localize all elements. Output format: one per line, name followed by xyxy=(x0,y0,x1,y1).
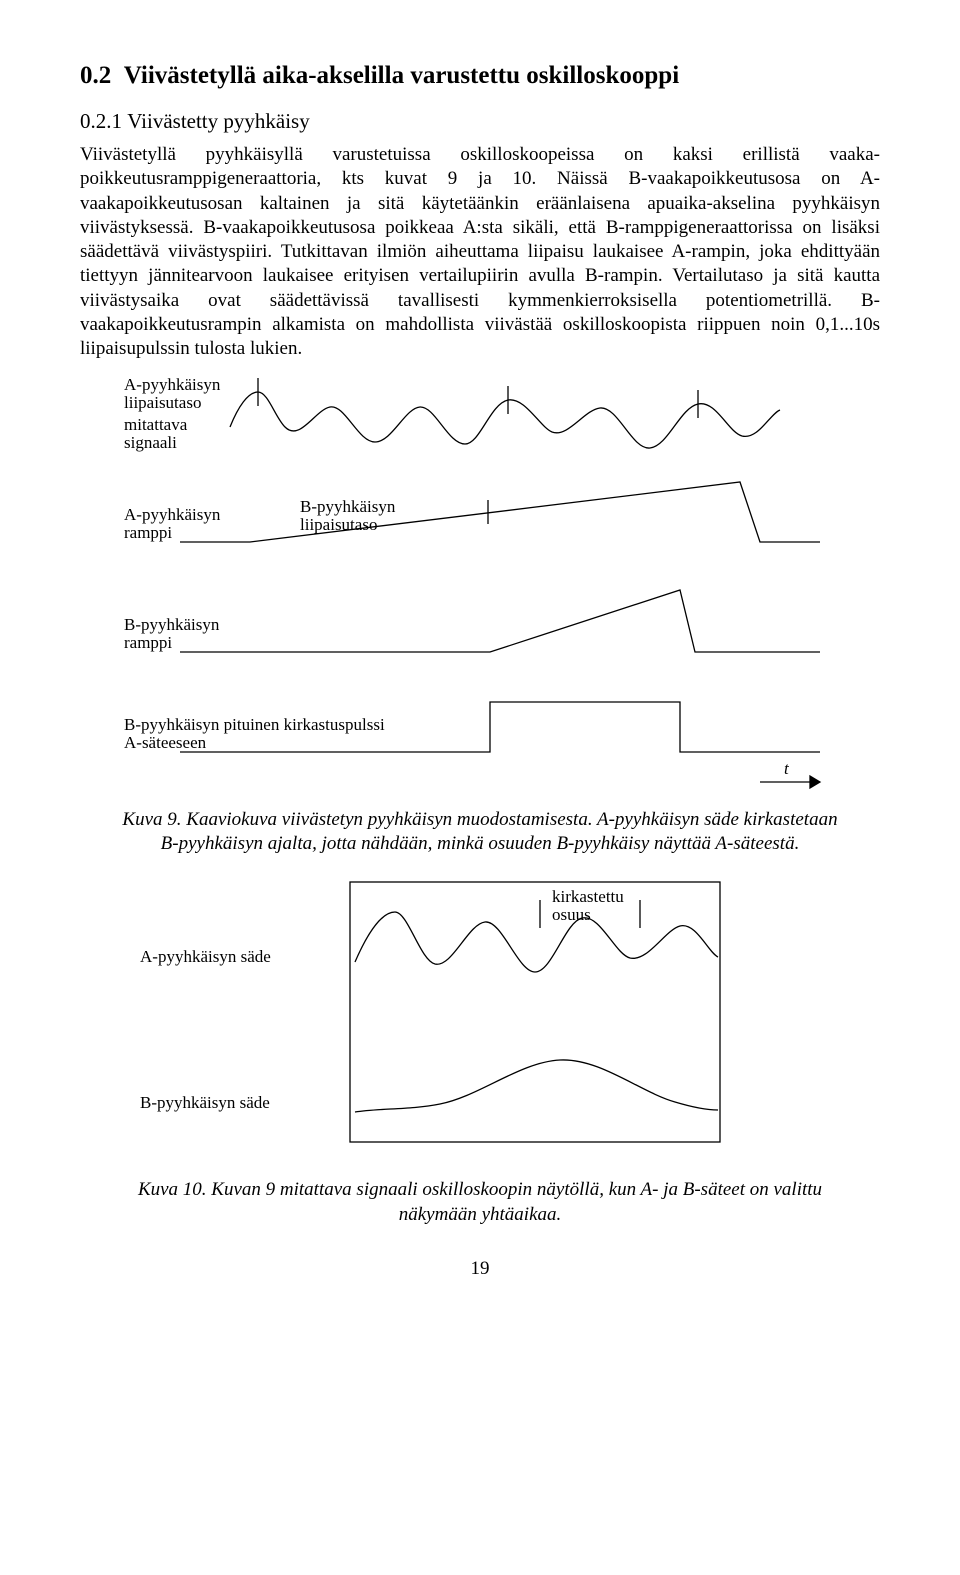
figure-10-diagram: A-pyyhkäisyn säde B-pyyhkäisyn säde kirk… xyxy=(120,872,860,1172)
label-a-trigger-level-1: A-pyyhkäisyn xyxy=(124,375,221,394)
figure-9-caption: Kuva 9. Kaaviokuva viivästetyn pyyhkäisy… xyxy=(120,808,840,857)
subsection-heading: 0.2.1 Viivästetty pyyhkäisy xyxy=(80,108,880,135)
subsection-number: 0.2.1 xyxy=(80,109,122,133)
label-bright-pulse-1: B-pyyhkäisyn pituinen kirkastuspulssi xyxy=(124,715,385,734)
label-b-trigger-level-2: liipaisutaso xyxy=(300,515,377,534)
label-b-trigger-level-1: B-pyyhkäisyn xyxy=(300,497,396,516)
label-measured-signal-2: signaali xyxy=(124,433,177,452)
label-bright-part-1: kirkastettu xyxy=(552,887,624,906)
section-number: 0.2 xyxy=(80,62,111,89)
section-heading: 0.2 Viivästetyllä aika-akselilla varuste… xyxy=(80,60,880,92)
label-a-beam: A-pyyhkäisyn säde xyxy=(140,947,271,966)
figure-10-caption: Kuva 10. Kuvan 9 mitattava signaali oski… xyxy=(120,1178,840,1227)
label-measured-signal-1: mitattava xyxy=(124,415,188,434)
label-bright-pulse-2: A-säteeseen xyxy=(124,733,207,752)
subsection-title: Viivästetty pyyhkäisy xyxy=(127,109,309,133)
figure-10: A-pyyhkäisyn säde B-pyyhkäisyn säde kirk… xyxy=(120,872,880,1172)
label-bright-part-2: osuus xyxy=(552,905,591,924)
label-time-axis: t xyxy=(784,759,790,778)
label-b-ramp-2: ramppi xyxy=(124,633,172,652)
label-b-ramp-1: B-pyyhkäisyn xyxy=(124,615,220,634)
label-a-ramp-1: A-pyyhkäisyn xyxy=(124,505,221,524)
label-a-ramp-2: ramppi xyxy=(124,523,172,542)
label-a-trigger-level-2: liipaisutaso xyxy=(124,393,201,412)
page-number: 19 xyxy=(80,1257,880,1281)
body-paragraph: Viivästetyllä pyyhkäisyllä varustetuissa… xyxy=(80,143,880,362)
label-b-beam: B-pyyhkäisyn säde xyxy=(140,1093,270,1112)
figure-9-diagram: A-pyyhkäisyn liipaisutaso mitattava sign… xyxy=(120,372,860,802)
figure-9: A-pyyhkäisyn liipaisutaso mitattava sign… xyxy=(120,372,880,802)
section-title: Viivästetyllä aika-akselilla varustettu … xyxy=(124,62,679,89)
